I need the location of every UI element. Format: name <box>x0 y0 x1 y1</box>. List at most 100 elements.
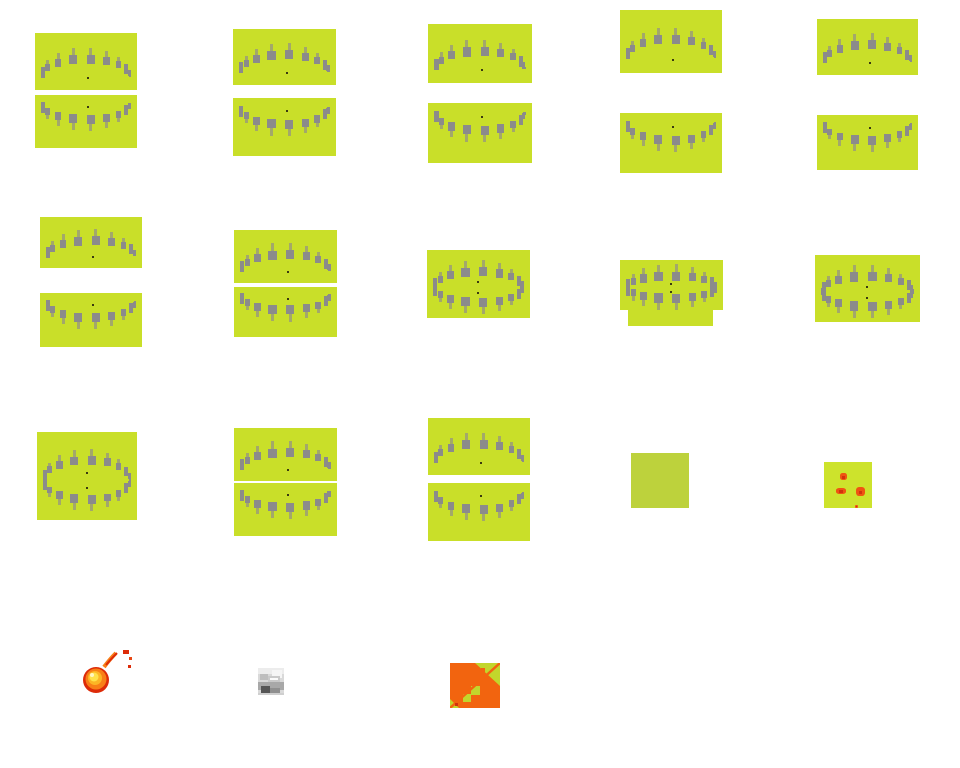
tile-mark <box>123 105 128 116</box>
tile-mark <box>910 291 914 298</box>
tile-mark <box>327 491 331 498</box>
tile-mark <box>108 238 116 247</box>
tile-mark <box>286 494 289 497</box>
tile-mark <box>124 483 129 494</box>
tile-mark <box>92 256 95 259</box>
tile-mark <box>630 45 636 53</box>
tile-mark <box>288 440 292 448</box>
tile-mark <box>508 293 515 301</box>
tile-mark <box>870 33 874 41</box>
tile-mark <box>516 494 521 505</box>
tile-mark <box>90 504 94 511</box>
tile-mark <box>870 311 874 319</box>
tile-mark <box>836 132 844 141</box>
mouth-lower-1b <box>35 95 137 148</box>
tile-mark <box>852 310 856 318</box>
tile-mark <box>94 322 98 330</box>
tile-mark <box>254 48 258 55</box>
tile-mark <box>631 41 635 46</box>
tile-mark <box>887 308 891 316</box>
tile-mark <box>850 41 859 50</box>
tile-mark <box>268 502 277 512</box>
tile-mark <box>117 496 121 501</box>
tile-mark <box>656 302 660 310</box>
tile-mark <box>480 495 483 498</box>
tile-mark <box>87 76 90 79</box>
tile-mark <box>87 495 96 505</box>
tile-mark <box>511 128 515 133</box>
tile-mark <box>480 46 489 56</box>
tile-mark <box>511 49 515 54</box>
tile-mark <box>255 507 259 514</box>
tile-mark <box>713 286 717 293</box>
tile-mark <box>105 501 109 508</box>
mouth-full-8 <box>427 250 530 318</box>
tile-mark <box>497 49 505 58</box>
tile-mark <box>70 494 79 504</box>
tile-mark <box>86 54 95 64</box>
tile-mark <box>631 296 635 301</box>
tile-mark <box>712 122 716 129</box>
tile-mark <box>626 284 631 296</box>
tile-mark <box>76 321 80 329</box>
tile-mark <box>654 271 663 282</box>
tile-mark <box>886 142 890 149</box>
tile-mark <box>316 252 320 257</box>
tile-mark <box>286 468 289 471</box>
tile-mark <box>481 260 485 268</box>
tile-mark <box>911 291 914 294</box>
splatter-blob <box>836 488 846 494</box>
tile-mark <box>302 501 310 510</box>
tile-mark <box>128 303 133 314</box>
tile-mark <box>56 460 63 469</box>
tile-mark <box>316 450 320 455</box>
tile-mark <box>837 269 841 276</box>
tile-mark <box>326 65 330 72</box>
tile-mark <box>852 265 856 273</box>
tile-mark <box>509 507 513 512</box>
tile-mark <box>898 42 902 47</box>
tile-mark <box>301 118 309 127</box>
tile-mark <box>708 125 713 135</box>
tile-mark <box>713 281 717 288</box>
tile-mark <box>898 138 902 143</box>
tile-mark <box>508 446 515 454</box>
tile-mark <box>714 285 717 288</box>
tile-mark <box>103 458 111 467</box>
tile-mark <box>868 126 871 129</box>
tile-mark <box>499 43 503 50</box>
tile-mark <box>439 504 443 509</box>
tile-mark <box>323 456 328 467</box>
mouth-upper-13a <box>428 418 530 475</box>
tile-mark <box>510 121 516 129</box>
tile-mark <box>688 37 696 46</box>
mouth-lower-5b <box>817 115 918 170</box>
tile-mark <box>495 296 503 305</box>
tile-mark <box>244 258 250 266</box>
tile-mark <box>71 48 75 56</box>
tile-mark <box>245 452 249 457</box>
tile-mark <box>328 466 331 469</box>
tile-mark <box>74 312 83 322</box>
tile-mark <box>90 449 94 456</box>
mouth-lower-2b <box>233 98 336 156</box>
tile-mark <box>304 509 308 516</box>
tile-mark <box>709 286 714 298</box>
tile-mark <box>909 59 913 62</box>
tile-mark <box>521 491 525 495</box>
tile-mark <box>910 285 914 292</box>
tile-mark <box>905 125 910 136</box>
tile-mark <box>911 289 914 292</box>
tile-mark <box>700 131 707 139</box>
tile-mark <box>269 43 273 51</box>
tile-mark <box>908 123 912 130</box>
tile-mark <box>641 33 645 40</box>
tile-mark <box>656 264 660 272</box>
tile-mark <box>286 249 295 259</box>
mouth-full-10 <box>815 255 920 322</box>
splatter-blob <box>840 473 847 480</box>
tile-mark <box>270 313 274 321</box>
tile-mark <box>868 40 877 50</box>
tile-mark <box>713 55 717 59</box>
tile-mark <box>127 472 131 479</box>
